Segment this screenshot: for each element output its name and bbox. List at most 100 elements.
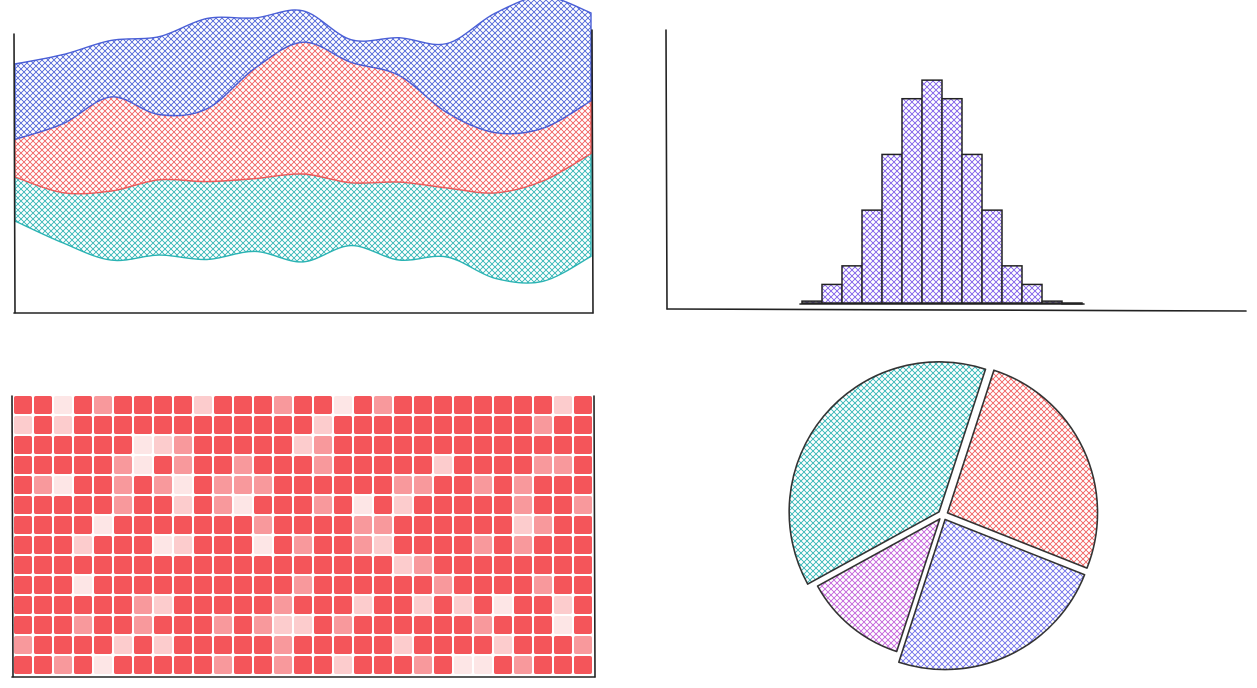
heatmap-cell — [94, 576, 112, 594]
histogram-bar — [881, 153, 903, 304]
heatmap-cell — [394, 656, 412, 674]
heatmap-cell — [174, 476, 192, 494]
heatmap-cell — [314, 636, 332, 654]
heatmap-cell — [334, 516, 352, 534]
heatmap-cell — [54, 436, 72, 454]
pie-panel — [630, 340, 1257, 688]
histogram-bar — [861, 209, 883, 304]
heatmap-cell — [234, 576, 252, 594]
heatmap-cell — [174, 596, 192, 614]
heatmap-cell — [54, 656, 72, 674]
heatmap-cell — [214, 536, 232, 554]
heatmap-cell — [374, 556, 392, 574]
heatmap-cell — [214, 596, 232, 614]
heatmap-cell — [454, 436, 472, 454]
heatmap-cell — [114, 556, 132, 574]
heatmap-cell — [554, 596, 572, 614]
heatmap-cell — [374, 656, 392, 674]
heatmap-cell — [494, 656, 512, 674]
heatmap-cell — [114, 476, 132, 494]
heatmap-cell — [454, 516, 472, 534]
heatmap-cell — [254, 436, 272, 454]
heatmap-cell — [14, 596, 32, 614]
heatmap-cell — [194, 396, 212, 414]
heatmap-cell — [274, 616, 292, 634]
heatmap-cell — [454, 656, 472, 674]
heatmap-cell — [374, 436, 392, 454]
heatmap-cell — [314, 476, 332, 494]
heatmap-cell — [154, 536, 172, 554]
heatmap-cell — [214, 456, 232, 474]
heatmap-cell — [534, 396, 552, 414]
heatmap-cell — [194, 636, 212, 654]
histogram-bar — [1001, 265, 1023, 304]
heatmap-cell — [274, 496, 292, 514]
heatmap-cell — [294, 656, 312, 674]
heatmap-cell — [34, 516, 52, 534]
heatmap-cell — [574, 396, 592, 414]
heatmap-cell — [414, 396, 432, 414]
heatmap-cell — [374, 616, 392, 634]
heatmap-cell — [354, 436, 372, 454]
heatmap-cell — [14, 556, 32, 574]
heatmap-cell — [134, 416, 152, 434]
heatmap-cell — [374, 596, 392, 614]
heatmap-cell — [414, 476, 432, 494]
heatmap-cell — [234, 476, 252, 494]
heatmap-cell — [534, 436, 552, 454]
heatmap-cell — [554, 536, 572, 554]
heatmap-cell — [414, 436, 432, 454]
histogram-bar — [941, 97, 963, 304]
heatmap-cell — [134, 456, 152, 474]
heatmap-cell — [334, 396, 352, 414]
heatmap-cell — [74, 576, 92, 594]
pie-slice-teal — [788, 361, 987, 585]
pie-slice-violet — [816, 518, 941, 653]
heatmap-cell — [474, 656, 492, 674]
heatmap-cell — [14, 436, 32, 454]
heatmap-cell — [14, 536, 32, 554]
heatmap-cell — [394, 556, 412, 574]
heatmap-cell — [74, 496, 92, 514]
heatmap-cell — [234, 416, 252, 434]
stream-area-blue — [14, 0, 592, 141]
heatmap-cell — [514, 596, 532, 614]
heatmap-cell — [434, 436, 452, 454]
heatmap-cell — [14, 476, 32, 494]
heatmap-cell — [394, 616, 412, 634]
heatmap-cell — [174, 436, 192, 454]
heatmap-cell — [354, 516, 372, 534]
heatmap-cell — [14, 516, 32, 534]
heatmap-cell — [474, 556, 492, 574]
heatmap-cell — [454, 496, 472, 514]
heatmap-cell — [354, 656, 372, 674]
heatmap-cell — [134, 596, 152, 614]
heatmap-cell — [354, 556, 372, 574]
heatmap-cell — [74, 416, 92, 434]
heatmap-cell — [574, 416, 592, 434]
histogram-bar — [801, 300, 823, 304]
heatmap-cell — [294, 396, 312, 414]
heatmap-cell — [514, 636, 532, 654]
heatmap-cell — [294, 496, 312, 514]
heatmap-cell — [14, 396, 32, 414]
heatmap-cell — [214, 476, 232, 494]
heatmap-cell — [534, 496, 552, 514]
heatmap-cell — [574, 556, 592, 574]
heatmap-cell — [254, 636, 272, 654]
heatmap-cell — [154, 476, 172, 494]
heatmap-cell — [514, 516, 532, 534]
histogram-bar — [921, 79, 943, 304]
heatmap-cell — [474, 576, 492, 594]
heatmap-cell — [234, 616, 252, 634]
heatmap-cell — [414, 516, 432, 534]
heatmap-cell — [434, 596, 452, 614]
heatmap-cell — [314, 416, 332, 434]
heatmap-cell — [414, 496, 432, 514]
histogram-panel — [630, 0, 1257, 330]
heatmap-cell — [234, 656, 252, 674]
heatmap-cell — [194, 456, 212, 474]
heatmap-cell — [434, 396, 452, 414]
heatmap-cell — [334, 576, 352, 594]
heatmap-cell — [194, 516, 212, 534]
